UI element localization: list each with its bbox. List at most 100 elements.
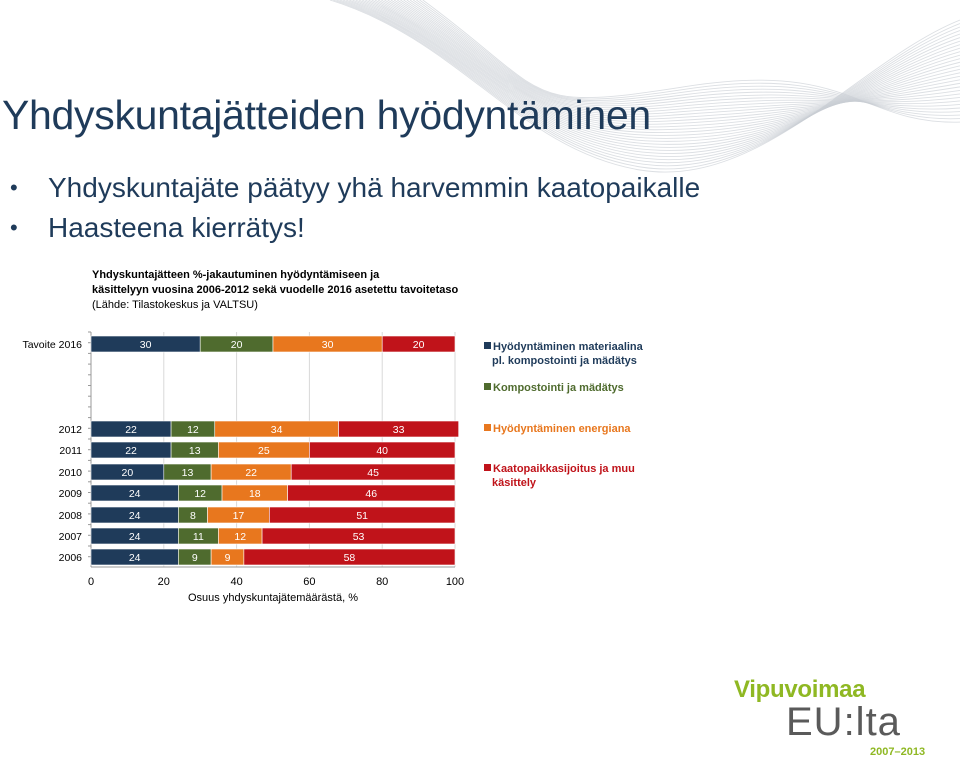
stacked-bar-chart: Yhdyskuntajätteen %-jakautuminen hyödynt… [22, 269, 644, 604]
data-label: 12 [234, 531, 246, 543]
wave-line [358, 0, 960, 145]
data-label: 45 [367, 467, 379, 479]
wave-line [333, 0, 960, 170]
bar-segment [338, 420, 459, 438]
data-label: 24 [129, 510, 141, 522]
wave-line [380, 0, 960, 125]
x-tick-label: 20 [158, 576, 170, 588]
bar-segment [290, 463, 456, 481]
bar-segment [269, 506, 456, 524]
legend-swatch [484, 383, 491, 390]
wave-line [336, 0, 960, 167]
data-label: 58 [344, 552, 356, 564]
data-label: 53 [353, 531, 365, 543]
data-label: 24 [129, 552, 141, 564]
chart-title-line: (Lähde: Tilastokeskus ja VALTSU) [92, 299, 258, 311]
category-label: Tavoite 2016 [22, 339, 82, 351]
wave-line [416, 0, 960, 116]
category-label: 2012 [59, 424, 83, 436]
legend-swatch [484, 464, 491, 471]
data-label: 12 [187, 424, 199, 436]
wave-line [371, 0, 960, 134]
bullet-dot-icon: • [10, 175, 18, 200]
data-label: 20 [413, 339, 425, 351]
data-label: 8 [190, 510, 196, 522]
wave-line [406, 0, 960, 107]
legend-swatch [484, 342, 491, 349]
wave-line [355, 0, 960, 148]
data-label: 46 [365, 488, 377, 500]
chart-title-line: Yhdyskuntajätteen %-jakautuminen hyödynt… [92, 269, 380, 281]
legend-label: Hyödyntäminen materiaalina [493, 341, 644, 353]
wave-line [384, 0, 960, 123]
wave-line [409, 0, 960, 110]
wave-line [387, 0, 960, 120]
bullet-text: Haasteena kierrätys! [48, 212, 305, 243]
x-axis-label: Osuus yhdyskuntajätemäärästä, % [188, 592, 358, 604]
data-label: 30 [322, 339, 334, 351]
wave-line [361, 0, 960, 142]
wave-line [349, 0, 960, 155]
category-label: 2007 [59, 531, 83, 543]
bar-segment [287, 484, 456, 502]
x-tick-label: 80 [376, 576, 388, 588]
bar-segment [309, 441, 456, 459]
data-label: 17 [233, 510, 245, 522]
data-label: 22 [245, 467, 257, 479]
bar-segment [261, 527, 456, 545]
data-label: 33 [393, 424, 405, 436]
data-label: 22 [125, 424, 137, 436]
wave-line [339, 0, 960, 164]
x-tick-label: 60 [303, 576, 315, 588]
data-label: 9 [225, 552, 231, 564]
wave-line [422, 0, 960, 123]
wave-line [345, 0, 960, 158]
bullet-dot-icon: • [10, 215, 18, 240]
bar-segment [243, 548, 456, 566]
data-label: 20 [122, 467, 134, 479]
category-label: 2010 [59, 467, 83, 479]
wave-line [329, 0, 960, 173]
logo-line1: Vipuvoimaa [734, 676, 866, 703]
wave-line [393, 0, 960, 115]
legend-label: Kompostointi ja mädätys [493, 382, 624, 394]
wave-line [374, 0, 960, 131]
data-label: 12 [194, 488, 206, 500]
legend-label: Kaatopaikkasijoitus ja muu [493, 463, 635, 475]
logo-years: 2007–2013 [870, 746, 926, 758]
bar-segment [381, 335, 456, 353]
legend-swatch [484, 424, 491, 431]
data-label: 22 [125, 445, 137, 457]
category-label: 2009 [59, 488, 83, 500]
slide-title: Yhdyskuntajätteiden hyödyntäminen [2, 92, 651, 138]
data-label: 51 [356, 510, 368, 522]
wave-line [377, 0, 960, 128]
bullet-text: Yhdyskuntajäte päätyy yhä harvemmin kaat… [48, 172, 701, 203]
data-label: 11 [193, 531, 204, 543]
data-label: 20 [231, 339, 243, 351]
x-tick-label: 40 [230, 576, 242, 588]
category-label: 2006 [59, 552, 83, 564]
bullet-list: • Yhdyskuntajäte päätyy yhä harvemmin kaa… [0, 168, 700, 248]
wave-line [365, 0, 960, 139]
wave-line [352, 0, 960, 151]
wave-line [396, 0, 960, 113]
decorative-waves [329, 0, 960, 173]
category-label: 2011 [59, 445, 82, 457]
legend-label: pl. kompostointi ja mädätys [492, 355, 637, 367]
data-label: 9 [192, 552, 198, 564]
data-label: 13 [189, 445, 201, 457]
category-label: 2008 [59, 510, 83, 522]
wave-line [412, 0, 960, 113]
wave-line [390, 0, 960, 118]
data-label: 24 [129, 488, 141, 500]
data-label: 13 [182, 467, 194, 479]
data-label: 34 [271, 424, 283, 436]
wave-line [342, 0, 960, 161]
bullet-item: • Haasteena kierrätys! [0, 208, 700, 248]
legend-label: käsittely [492, 477, 537, 489]
data-label: 18 [249, 488, 261, 500]
chart-title-line: käsittelyyn vuosina 2006-2012 sekä vuode… [92, 284, 459, 296]
data-label: 25 [258, 445, 270, 457]
wave-line [419, 0, 960, 120]
